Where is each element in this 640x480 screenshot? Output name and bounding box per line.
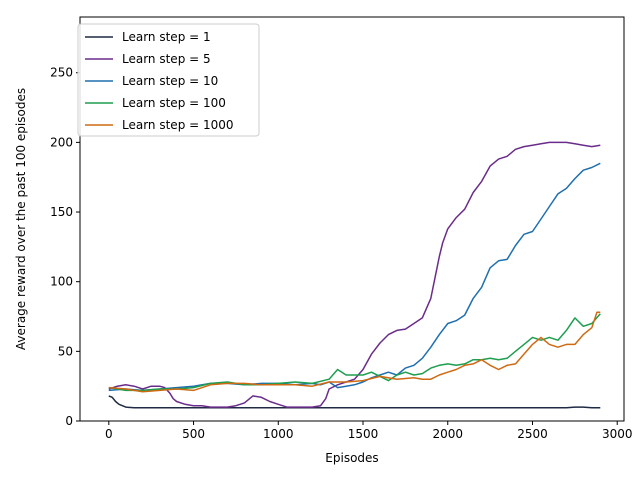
y-tick-label: 150 bbox=[50, 205, 73, 219]
x-tick-label: 2500 bbox=[517, 427, 548, 441]
y-tick-label: 250 bbox=[50, 66, 73, 80]
series-line-2 bbox=[108, 141, 601, 408]
legend-label: Learn step = 1000 bbox=[122, 118, 234, 132]
plot-lines bbox=[108, 141, 601, 409]
x-tick-label: 3000 bbox=[602, 427, 633, 441]
y-axis-label: Average reward over the past 100 episode… bbox=[14, 88, 28, 350]
legend-label: Learn step = 100 bbox=[122, 96, 226, 110]
legend-label: Learn step = 1 bbox=[122, 30, 211, 44]
legend-label: Learn step = 5 bbox=[122, 52, 211, 66]
y-tick-label: 200 bbox=[50, 135, 73, 149]
x-tick-label: 1000 bbox=[263, 427, 294, 441]
x-tick-label: 500 bbox=[182, 427, 205, 441]
series-line-1 bbox=[108, 395, 601, 409]
legend-label: Learn step = 10 bbox=[122, 74, 218, 88]
y-tick-label: 100 bbox=[50, 275, 73, 289]
y-tick-label: 50 bbox=[58, 344, 73, 358]
x-tick-label: 0 bbox=[105, 427, 113, 441]
plot-frame bbox=[79, 16, 625, 422]
series-line-3 bbox=[108, 162, 601, 392]
x-tick-label: 2000 bbox=[432, 427, 463, 441]
series-line-5 bbox=[108, 311, 601, 393]
x-tick-label: 1500 bbox=[348, 427, 379, 441]
x-axis-label: Episodes bbox=[325, 451, 378, 465]
x-axis-ticks: 0 500 1000 1500 2000 2500 3000 bbox=[105, 421, 633, 441]
legend: Learn step = 1 Learn step = 5 Learn step =… bbox=[77, 23, 260, 137]
legend-box bbox=[77, 23, 260, 137]
y-axis-ticks: 0 50 100 150 200 250 bbox=[50, 66, 80, 428]
y-tick-label: 0 bbox=[65, 414, 73, 428]
